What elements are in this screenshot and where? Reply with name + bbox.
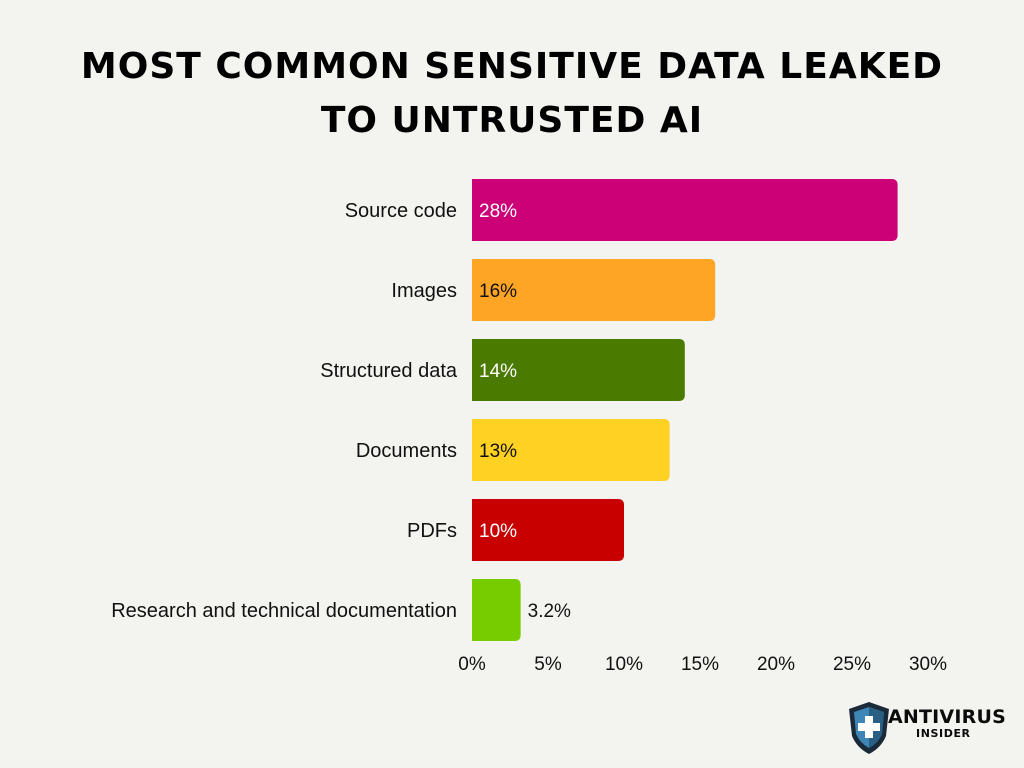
chart-title-line-2: to untrusted AI <box>320 100 704 141</box>
logo-brand-text: ANTIVIRUS <box>888 706 1006 728</box>
logo-sub-text: INSIDER <box>916 727 971 740</box>
category-label-documents: Documents <box>356 440 457 462</box>
category-label-images: Images <box>391 280 457 302</box>
bar-structured-data <box>472 339 685 401</box>
bar-research-and-technical-documentation <box>472 579 521 641</box>
x-tick-label-5: 5% <box>534 654 562 675</box>
value-label-documents: 13% <box>479 441 517 462</box>
chart-title: Most common sensitive data leaked to unt… <box>0 40 1024 148</box>
category-label-pdfs: PDFs <box>407 520 457 542</box>
shield-plus-icon <box>849 702 889 754</box>
brand-logo: ANTIVIRUS INSIDER <box>846 700 1006 756</box>
category-label-research-and-technical-documentation: Research and technical documentation <box>111 600 457 622</box>
bar-source-code <box>472 179 898 241</box>
x-tick-label-30: 30% <box>909 654 947 675</box>
value-label-research-and-technical-documentation: 3.2% <box>528 601 571 622</box>
x-tick-label-10: 10% <box>605 654 643 675</box>
bar-images <box>472 259 716 321</box>
value-label-source-code: 28% <box>479 201 517 222</box>
value-label-structured-data: 14% <box>479 361 517 382</box>
x-tick-label-20: 20% <box>757 654 795 675</box>
category-label-structured-data: Structured data <box>320 360 458 382</box>
chart-title-line-1: Most common sensitive data leaked <box>80 46 944 87</box>
category-label-source-code: Source code <box>345 200 457 222</box>
bar-chart: Source code 28% Images 16% Structured data 14… <box>111 179 947 675</box>
value-label-pdfs: 10% <box>479 521 517 542</box>
x-tick-label-15: 15% <box>681 654 719 675</box>
bar-documents <box>472 419 670 481</box>
bar-pdfs <box>472 499 624 561</box>
x-tick-label-0: 0% <box>458 654 486 675</box>
x-tick-label-25: 25% <box>833 654 871 675</box>
value-label-images: 16% <box>479 281 517 302</box>
